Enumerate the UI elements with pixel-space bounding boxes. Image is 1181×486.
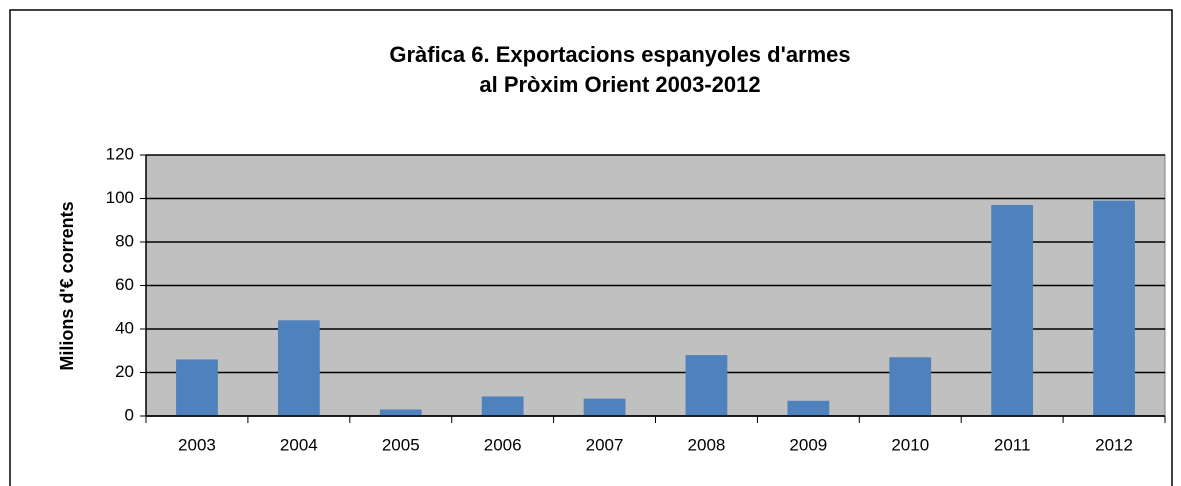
y-axis-label: Milions d'€ corrents xyxy=(57,201,77,370)
x-tick-label: 2005 xyxy=(382,435,420,454)
bar xyxy=(176,359,218,416)
x-tick-label: 2006 xyxy=(484,435,522,454)
x-tick-label: 2011 xyxy=(994,435,1031,454)
bar xyxy=(481,396,524,416)
x-tick-label: 2010 xyxy=(891,435,929,454)
y-tick-label: 120 xyxy=(106,144,134,163)
y-tick-label: 40 xyxy=(115,318,134,337)
x-tick-label: 2007 xyxy=(586,435,624,454)
bar xyxy=(1093,200,1135,416)
y-tick-label: 100 xyxy=(106,188,134,207)
bar xyxy=(685,355,728,416)
y-tick-label: 0 xyxy=(125,405,134,424)
bar xyxy=(889,357,932,416)
y-tick-label: 20 xyxy=(115,362,134,381)
x-tick-label: 2009 xyxy=(789,435,827,454)
x-tick-label: 2003 xyxy=(178,435,216,454)
x-tick-label: 2004 xyxy=(280,435,318,454)
y-tick-label: 80 xyxy=(115,231,134,250)
bar xyxy=(379,409,422,416)
x-tick-label: 2012 xyxy=(1095,435,1133,454)
bar xyxy=(583,398,626,416)
y-tick-label: 60 xyxy=(115,275,134,294)
chart-title: al Pròxim Orient 2003-2012 xyxy=(479,72,760,97)
bar xyxy=(787,400,830,416)
x-tick-label: 2008 xyxy=(688,435,726,454)
bar xyxy=(991,205,1034,416)
chart-title: Gràfica 6. Exportacions espanyoles d'arm… xyxy=(389,42,850,67)
bar xyxy=(277,320,320,416)
